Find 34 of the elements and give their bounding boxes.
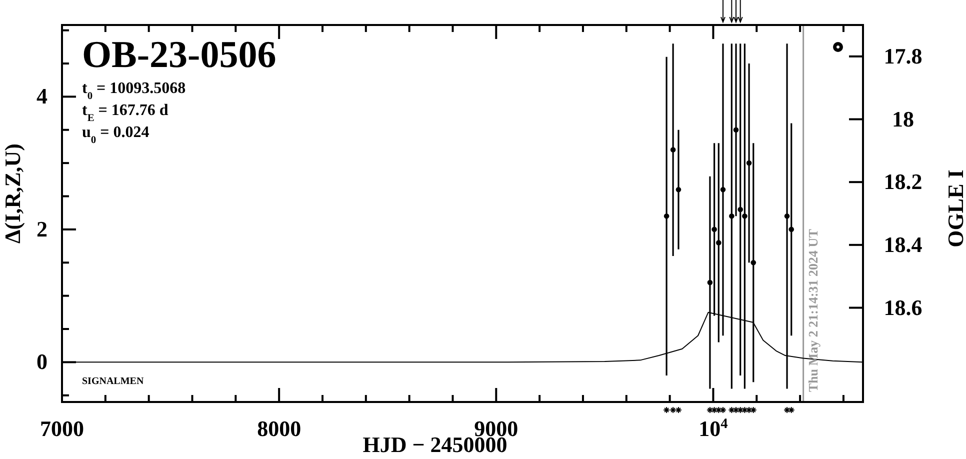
point <box>720 186 726 192</box>
y2-tick-label: 18 <box>892 106 914 132</box>
point <box>738 206 743 212</box>
y-tick-label: 4 <box>36 84 48 109</box>
annotation: t$_{E}$ = 167.76 d <box>82 102 168 124</box>
point <box>670 147 676 152</box>
point <box>729 214 734 219</box>
y-tick-label: 0 <box>36 349 48 374</box>
y2-tick-label: 18.6 <box>884 294 922 320</box>
point <box>707 280 713 286</box>
point <box>733 127 739 133</box>
x-tick-label: 8000 <box>257 416 302 441</box>
y-tick-label: 2 <box>36 216 48 242</box>
annotation: SIGNALMEN <box>82 376 144 387</box>
point <box>712 226 717 232</box>
point <box>676 186 682 192</box>
point <box>716 240 722 246</box>
point <box>742 214 748 219</box>
y2-tick-label: 17.8 <box>884 43 922 68</box>
x-tick-label: 7000 <box>40 416 84 441</box>
y2-tick-label: 18.4 <box>884 232 922 257</box>
y-axis-title: Δ(I,R,Z,U) <box>0 144 25 244</box>
x-tick-label: 10$^{4}$ <box>698 416 728 441</box>
annotation: u$_{0}$ = 0.024 <box>82 124 150 146</box>
y2-axis-title: OGLE I <box>943 170 966 248</box>
annotation: Thu May 2 21:14:31 2024 UT <box>805 228 820 392</box>
annotation: t$_{0}$ = 10093.5068 <box>82 80 186 102</box>
point <box>788 226 794 232</box>
point <box>746 160 752 166</box>
chart-title: OB-23-0506 <box>82 34 276 76</box>
point <box>750 260 756 266</box>
point <box>784 214 790 219</box>
y2-tick-label: 18.2 <box>884 169 922 194</box>
point <box>664 214 670 219</box>
